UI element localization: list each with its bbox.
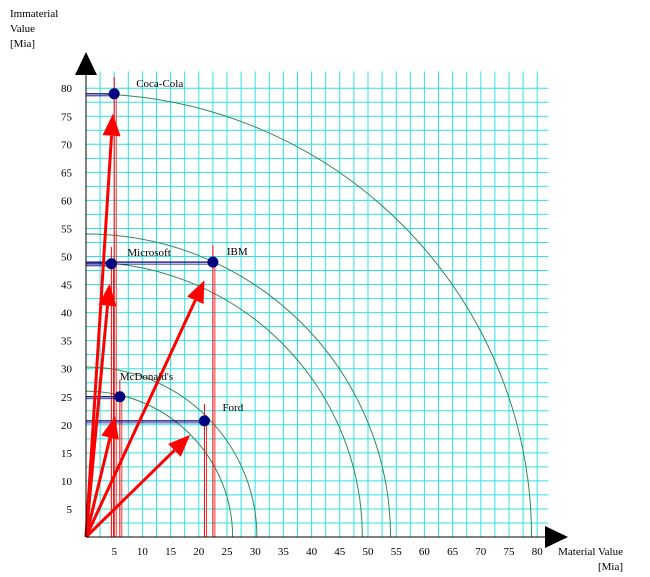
data-point <box>207 256 219 268</box>
y-tick-label: 15 <box>61 448 73 460</box>
x-tick-label: 35 <box>278 546 290 558</box>
arrow-shaft <box>84 437 112 538</box>
reference-lines <box>86 76 216 537</box>
y-tick-label: 60 <box>61 195 73 207</box>
y-tick-label: 55 <box>61 223 73 235</box>
point-label: Coca-Cola <box>136 78 183 90</box>
value-arc <box>85 93 533 538</box>
y-tick-label: 20 <box>61 420 73 432</box>
y-tick-label: 80 <box>61 83 73 95</box>
arrow-head <box>98 283 117 307</box>
y-tick-label: 5 <box>67 504 73 516</box>
value-arc <box>85 233 392 538</box>
y-axis-label: Value <box>10 23 35 35</box>
arrow-head <box>187 280 205 305</box>
x-tick-label: 30 <box>250 546 262 558</box>
data-point <box>108 88 120 100</box>
arrow-shaft <box>84 299 197 538</box>
arrow-shaft <box>84 305 109 538</box>
y-tick-label: 30 <box>61 364 73 376</box>
x-tick-label: 15 <box>165 546 177 558</box>
arrow-shaft <box>84 135 114 538</box>
x-tick-label: 10 <box>137 546 149 558</box>
y-tick-label: 10 <box>61 476 73 488</box>
x-tick-label: 70 <box>475 546 487 558</box>
y-tick-label: 70 <box>61 139 73 151</box>
arrows <box>84 113 205 539</box>
y-tick-label: 35 <box>61 336 73 348</box>
y-tick-label: 65 <box>61 167 73 179</box>
x-tick-label: 50 <box>363 546 375 558</box>
point-label: Microsoft <box>127 247 170 259</box>
y-tick-label: 45 <box>61 280 73 292</box>
axis-labels: Immaterial Value [Mia] Material Value [Mia] <box>10 8 623 573</box>
y-tick-label: 40 <box>61 308 73 320</box>
x-tick-label: 60 <box>419 546 431 558</box>
point-label: McDonald's <box>120 371 173 383</box>
x-tick-label: 45 <box>334 546 346 558</box>
x-tick-label: 40 <box>306 546 318 558</box>
data-point <box>105 258 117 270</box>
y-tick-label: 50 <box>61 252 73 264</box>
grid <box>85 71 549 538</box>
tick-labels: 5 10 15 20 25 30 35 40 45 50 55 60 65 70 75 80 5 10 15 20 25… <box>61 83 543 558</box>
x-tick-label: 75 <box>504 546 516 558</box>
data-point <box>114 391 126 403</box>
y-axis-arrow-icon <box>75 52 97 75</box>
x-tick-label: 55 <box>391 546 403 558</box>
arrow-head <box>101 416 119 440</box>
x-tick-label: 25 <box>222 546 234 558</box>
value-arc <box>85 261 363 538</box>
arrow-head <box>168 434 191 457</box>
x-tick-label: 5 <box>111 546 117 558</box>
y-axis-label: [Mia] <box>10 38 35 50</box>
x-axis-label: [Mia] <box>598 561 623 573</box>
y-axis-label: Immaterial <box>10 8 58 20</box>
point-label: IBM <box>227 246 248 258</box>
x-axis-arrow-icon <box>545 526 568 548</box>
arrow-head <box>102 113 121 137</box>
points: Coca-Cola Microsoft IBM McDonald's Ford <box>105 78 248 427</box>
y-tick-label: 25 <box>61 392 73 404</box>
axes <box>75 52 568 548</box>
x-tick-label: 80 <box>532 546 544 558</box>
arrow-shaft <box>84 449 176 539</box>
y-tick-label: 75 <box>61 111 73 123</box>
data-point <box>198 415 210 427</box>
x-tick-label: 20 <box>193 546 205 558</box>
x-tick-label: 65 <box>447 546 459 558</box>
point-label: Ford <box>222 402 243 414</box>
x-axis-label: Material Value <box>558 546 623 558</box>
